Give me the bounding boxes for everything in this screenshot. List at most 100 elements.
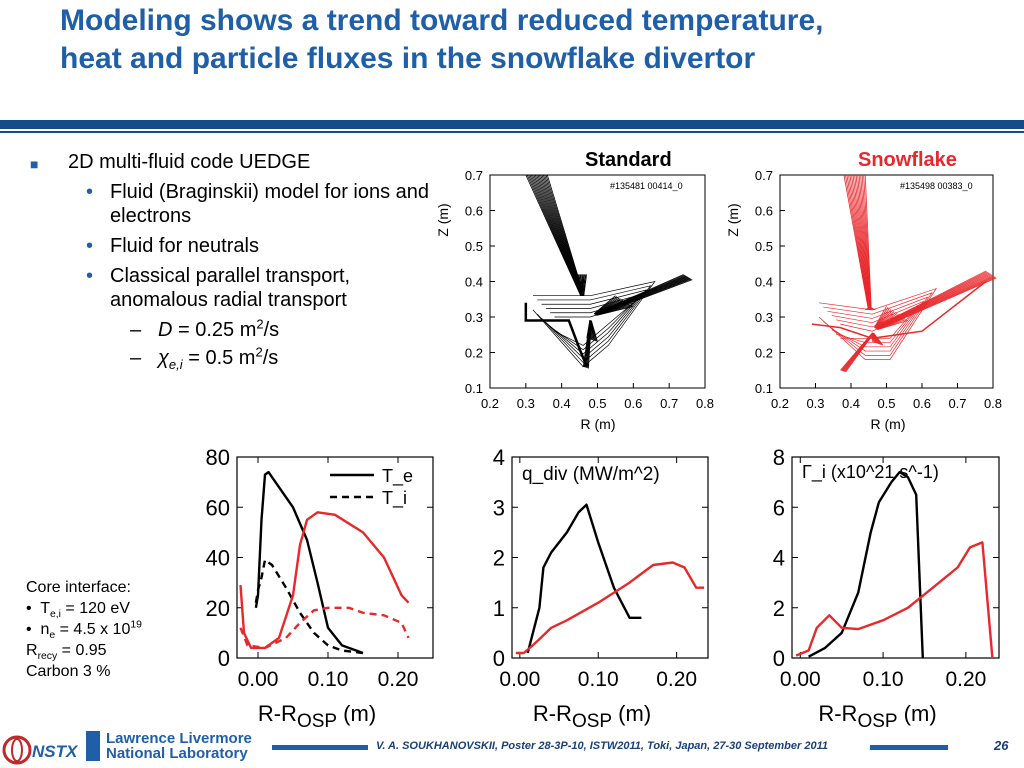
mesh-ring	[541, 289, 648, 359]
y-tick-label: 0.5	[465, 239, 483, 254]
mesh-line	[874, 271, 988, 329]
plot-title: Γ_i (x10^21 s^-1)	[802, 462, 939, 483]
mesh-line	[874, 307, 889, 328]
x-tick-label: 0.8	[984, 396, 1002, 411]
y-ticks: 0.1 0.2 0.3 0.4 0.5 0.6 0.7	[755, 168, 785, 396]
x-tick-label: 0.7	[660, 396, 678, 411]
legend-label: T_e	[382, 466, 413, 487]
bullet-l3: – χe,i = 0.5 m2/s	[30, 344, 430, 372]
series-line	[795, 541, 994, 659]
mesh-line	[588, 320, 592, 369]
mesh-line	[875, 313, 898, 329]
mesh-line	[876, 275, 993, 330]
x-axis-label: R-ROSP (m)	[818, 701, 936, 732]
bullet-l1: ■ 2D multi-fluid code UEDGE	[30, 150, 430, 174]
y-tick-label: 2	[493, 546, 505, 571]
nstx-logo-icon	[2, 735, 32, 765]
symbol-d: D	[158, 319, 173, 341]
mesh-line	[851, 174, 870, 308]
y-tick-label: 3	[493, 495, 505, 520]
mesh-line	[875, 311, 895, 329]
y-tick-label: 0.2	[755, 346, 773, 361]
bullet-text: Fluid for neutrals	[110, 235, 259, 257]
series-line	[808, 470, 924, 659]
legend-label: T_i	[382, 488, 407, 509]
y-tick-label: 0.4	[465, 275, 483, 290]
mesh-line	[877, 277, 997, 330]
plot-title: q_div (MW/m^2)	[522, 464, 660, 485]
footer-line-right	[870, 745, 948, 750]
x-tick-label: 0.5	[588, 396, 606, 411]
core-rrecy: Rrecy = 0.95	[26, 642, 107, 663]
x-ticks: 0.2 0.3 0.4 0.5 0.6 0.7 0.8	[771, 383, 1002, 411]
nstx-logo: NSTX	[2, 735, 79, 765]
mesh-line	[583, 274, 588, 296]
y-tick-label: 1	[493, 596, 505, 621]
sup-text: 2	[255, 344, 263, 360]
y-tick-label: 20	[206, 596, 230, 621]
y-tick-label: 0	[493, 646, 505, 671]
mesh-ring	[831, 300, 925, 348]
sup-text: 2	[256, 316, 264, 332]
core-interface: Core interface: • Te,i = 120 eV • ne = 4…	[26, 577, 196, 682]
llnl-logo-line1: Lawrence Livermore	[106, 730, 252, 747]
mesh-line	[858, 174, 871, 308]
bullet-l2: • Fluid (Braginskii) model for ions and e…	[30, 180, 430, 228]
mesh-line	[849, 174, 870, 308]
footer-citation: V. A. SOUKHANOVSKII, Poster 28-3P-10, IS…	[376, 740, 828, 752]
x-tick-label: 0.00	[499, 668, 540, 691]
llnl-logo-icon	[86, 731, 100, 761]
plot-frame	[791, 456, 1000, 659]
y-tick-label: 0.4	[755, 275, 773, 290]
separatrix-line	[524, 302, 588, 368]
mesh-line	[854, 174, 871, 308]
mesh-line	[875, 310, 893, 329]
x-tick-label: 0.4	[842, 396, 860, 411]
page-number: 26	[994, 738, 1009, 753]
x-tick-label: 0.3	[806, 396, 824, 411]
mesh-ring	[840, 309, 916, 339]
mesh-line	[546, 174, 585, 296]
x-tick-label: 0.5	[877, 396, 895, 411]
mesh-line	[864, 174, 872, 308]
series-line	[254, 470, 364, 655]
mesh-snowflake	[811, 174, 997, 373]
core-header: Core interface:	[26, 579, 131, 596]
dot-bullet-icon: •	[86, 265, 94, 287]
mesh-line	[861, 174, 872, 308]
mesh-ring	[818, 287, 938, 360]
dot-bullet-icon: •	[86, 181, 94, 203]
mesh-ring	[835, 305, 920, 343]
mesh-line	[873, 333, 884, 346]
y-tick-label: 0.7	[465, 168, 483, 183]
y-axis-label: Z (m)	[725, 203, 741, 236]
x-axis-label: R-ROSP (m)	[533, 701, 651, 732]
x-ticks: 0.2 0.3 0.4 0.5 0.6 0.7 0.8	[481, 383, 714, 411]
mesh-line	[875, 312, 896, 329]
separatrix-line	[811, 280, 987, 340]
y-tick-label: 0	[218, 646, 230, 671]
llnl-logo: Lawrence Livermore National Laboratory	[86, 731, 252, 761]
bullet-list: ■ 2D multi-fluid code UEDGE • Fluid (Bragi…	[30, 150, 430, 374]
x-tick-label: 0.00	[780, 668, 821, 691]
mesh-line	[863, 174, 872, 308]
bullet-text: Fluid (Braginskii) model for ions and el…	[110, 181, 430, 227]
y-tick-label: 0.5	[755, 239, 773, 254]
core-carbon: Carbon 3 %	[26, 663, 111, 680]
bullet-text: Classical parallel transport, anomalous …	[110, 265, 351, 311]
mesh-line	[845, 174, 869, 308]
x-tick-label: 0.10	[578, 668, 619, 691]
y-tick-label: 6	[773, 495, 785, 520]
mesh-ring	[823, 292, 933, 356]
value-text: = 0.25 m	[172, 319, 257, 341]
llnl-logo-line2: National Laboratory	[106, 745, 248, 762]
nstx-logo-text: NSTX	[32, 742, 79, 761]
plot-frame	[511, 456, 709, 659]
core-ne: • ne = 4.5 x 1019	[26, 619, 142, 642]
unit-text: /s	[262, 347, 279, 369]
series-line	[239, 511, 410, 650]
y-tick-label: 4	[493, 445, 505, 470]
symbol-chi: χ	[158, 347, 169, 369]
y-axis-label: Z (m)	[435, 203, 451, 236]
sub-text: e,i	[168, 357, 183, 372]
